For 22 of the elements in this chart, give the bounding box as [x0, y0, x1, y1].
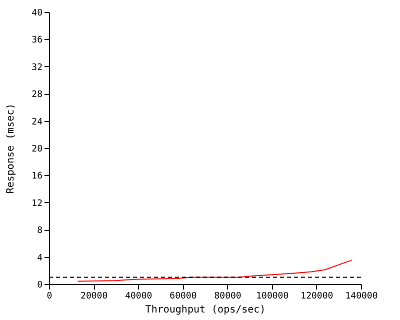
- x-tick-label: 120000: [300, 292, 334, 302]
- y-tick-label: 36: [32, 36, 42, 46]
- y-tick-label: 0: [37, 280, 42, 290]
- x-tick-label: 0: [46, 292, 52, 302]
- x-tick-label: 60000: [170, 292, 197, 302]
- y-tick-label: 12: [32, 198, 42, 209]
- y-tick-label: 32: [32, 62, 42, 73]
- y-tick-label: 8: [37, 226, 42, 236]
- x-tick-label: 140000: [345, 292, 378, 302]
- x-tick-label: 100000: [256, 292, 289, 302]
- y-tick-label: 40: [32, 8, 42, 18]
- y-tick-label: 28: [32, 90, 42, 100]
- x-axis-title: Throughput (ops/sec): [145, 304, 266, 316]
- x-tick-label: 40000: [125, 292, 152, 302]
- y-tick-label: 24: [32, 117, 42, 128]
- y-tick-label: 16: [32, 172, 42, 182]
- y-axis-title: Response (msec): [6, 103, 17, 194]
- y-tick-label: 4: [37, 253, 42, 264]
- y-tick-label: 20: [32, 144, 42, 154]
- x-tick-label: 20000: [80, 292, 108, 302]
- line-series: [77, 260, 352, 282]
- x-tick-label: 80000: [214, 292, 242, 302]
